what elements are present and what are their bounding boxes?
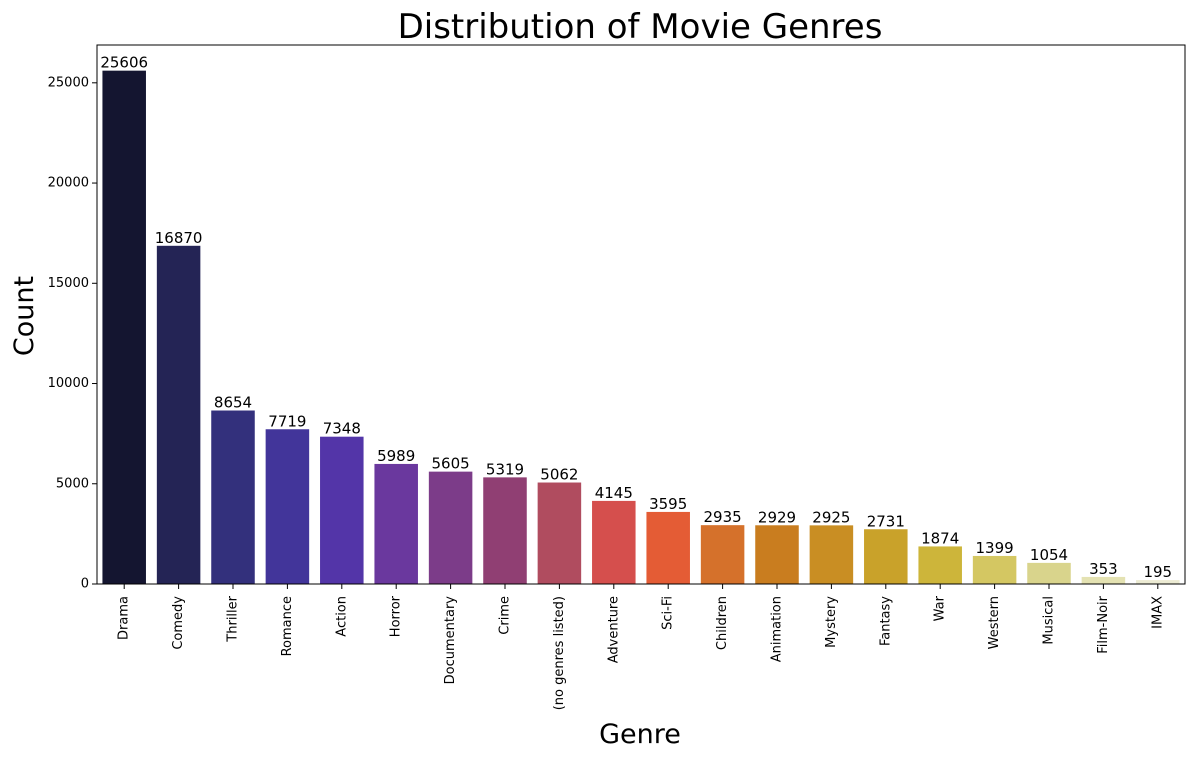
- bar-horror: [374, 463, 418, 584]
- x-tick-label: (no genres listed): [552, 596, 567, 710]
- x-tick-label: Horror: [389, 595, 404, 637]
- y-tick-label: 25000: [48, 75, 89, 90]
- x-tick-label: Sci-Fi: [661, 596, 676, 630]
- data-label: 2925: [812, 508, 850, 526]
- bar-thriller: [211, 410, 255, 584]
- bar-romance: [265, 429, 310, 584]
- y-tick-label: 0: [81, 577, 89, 592]
- x-axis: Drama Comedy Thriller Romance Action Horror Do…: [117, 584, 1165, 710]
- data-label: 195: [1143, 563, 1172, 581]
- data-label: 7348: [323, 420, 361, 438]
- x-tick-label: Mystery: [824, 596, 839, 648]
- data-label: 5062: [540, 466, 578, 484]
- data-label: 2731: [867, 512, 905, 530]
- bar-action: [320, 436, 364, 584]
- x-tick-label: War: [933, 595, 948, 621]
- x-tick-label: Romance: [280, 596, 295, 656]
- bar-musical: [1027, 562, 1071, 584]
- bar-documentary: [428, 471, 473, 584]
- x-tick-label: Film-Noir: [1096, 595, 1111, 653]
- bar-comedy: [156, 245, 201, 584]
- data-label: 5319: [486, 460, 524, 478]
- x-tick-label: Drama: [117, 596, 132, 640]
- x-tick-label: Crime: [498, 596, 513, 635]
- x-tick-label: Musical: [1042, 596, 1057, 645]
- y-tick-label: 5000: [56, 476, 89, 491]
- y-tick-label: 15000: [48, 276, 89, 291]
- y-axis: 0 5000 10000 15000 20000 25000: [48, 75, 97, 592]
- bar-children: [700, 525, 745, 584]
- x-tick-label: Comedy: [171, 596, 186, 650]
- x-tick-label: IMAX: [1150, 596, 1165, 629]
- x-tick-label: Fantasy: [878, 596, 893, 646]
- y-tick-label: 20000: [48, 176, 89, 191]
- data-label: 8654: [214, 394, 252, 412]
- data-label: 3595: [649, 495, 687, 513]
- x-tick-label: Action: [334, 596, 349, 637]
- x-tick-label: Children: [715, 596, 730, 650]
- bar-sci-fi: [646, 511, 690, 584]
- bar-no-genres-listed: [537, 482, 582, 584]
- bar-imax: [1136, 580, 1180, 584]
- bar-fantasy: [864, 529, 908, 584]
- bar-film-noir: [1081, 576, 1126, 584]
- bar-war: [918, 546, 962, 584]
- data-label: 1054: [1030, 546, 1068, 564]
- bars-group: [102, 70, 1180, 584]
- data-label: 353: [1089, 560, 1118, 578]
- data-label: 1399: [976, 539, 1014, 557]
- bar-adventure: [592, 500, 636, 584]
- data-label: 1874: [921, 529, 959, 547]
- x-tick-label: Documentary: [443, 596, 458, 685]
- bar-western: [972, 555, 1017, 584]
- bar-animation: [755, 525, 799, 584]
- data-label: 2935: [704, 508, 742, 526]
- data-label: 5989: [377, 447, 415, 465]
- x-tick-label: Thriller: [226, 595, 241, 642]
- data-labels-group: 25606 16870 8654 7719 7348 5989 5605 5319 5062 41…: [100, 54, 1172, 581]
- y-axis-title: Count: [9, 276, 40, 356]
- data-label: 16870: [155, 229, 203, 247]
- data-label: 2929: [758, 508, 796, 526]
- x-tick-label: Adventure: [606, 596, 621, 663]
- bar-drama: [102, 70, 146, 584]
- x-tick-label: Animation: [770, 596, 785, 662]
- bar-crime: [483, 477, 527, 584]
- chart-title: Distribution of Movie Genres: [398, 7, 883, 47]
- data-label: 5605: [432, 455, 470, 473]
- data-label: 7719: [268, 412, 306, 430]
- data-label: 4145: [595, 484, 633, 502]
- plot-frame: [96, 44, 1186, 585]
- y-tick-label: 10000: [48, 376, 89, 391]
- data-label: 25606: [100, 54, 148, 72]
- x-axis-title: Genre: [599, 719, 681, 750]
- x-tick-label: Western: [987, 596, 1002, 649]
- bar-mystery: [809, 525, 854, 584]
